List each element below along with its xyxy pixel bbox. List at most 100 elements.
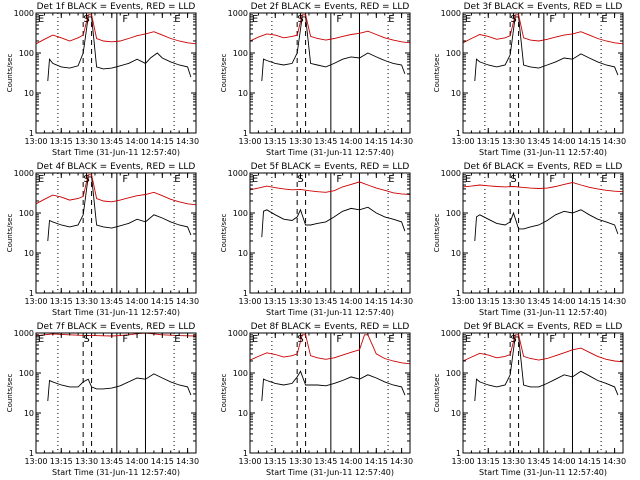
x-tick-label: 14:15: [578, 297, 601, 306]
marker-label-e: E: [38, 334, 44, 345]
x-axis-label: Start Time (31-Jun-11 12:57:40): [266, 308, 394, 317]
x-tick-label: 13:45: [527, 137, 550, 146]
plot-frame: [35, 12, 197, 134]
x-axis-label: Start Time (31-Jun-11 12:57:40): [266, 468, 394, 477]
x-tick-label: 14:30: [603, 297, 626, 306]
series-events-line: [261, 370, 406, 402]
series-lld-line: [462, 14, 624, 45]
x-tick-label: 13:30: [289, 297, 312, 306]
plot-frame: [35, 332, 197, 454]
panel-title: Det 9f BLACK = Events, RED = LLD: [464, 322, 623, 332]
panel-det-3: Det 3f BLACK = Events, RED = LLD Counts/s…: [433, 2, 626, 157]
x-tick-label: 13:15: [50, 297, 73, 306]
x-tick-label: 13:30: [75, 297, 98, 306]
series-events-line: [474, 16, 619, 82]
y-tick-label: 1: [456, 449, 461, 458]
marker-label-e: E: [252, 174, 258, 185]
x-axis-label: Start Time (31-Jun-11 12:57:40): [479, 308, 607, 317]
marker-label-s: S: [297, 334, 303, 345]
plot-frame: [462, 12, 624, 134]
marker-label-e: E: [465, 14, 471, 25]
x-tick-label: 14:00: [340, 297, 363, 306]
x-tick-label: 13:15: [477, 457, 500, 466]
marker-label-s: S: [83, 174, 89, 185]
y-tick-label: 1000: [14, 169, 34, 178]
x-tick-label: 13:00: [24, 137, 47, 146]
panel-title: Det 8f BLACK = Events, RED = LLD: [251, 322, 410, 332]
series-lld-line: [462, 334, 624, 363]
marker-label-e: E: [174, 14, 180, 25]
x-tick-label: 14:15: [151, 137, 174, 146]
y-tick-label: 1000: [441, 169, 461, 178]
y-tick-label: 100: [19, 49, 34, 58]
x-tick-label: 13:30: [289, 457, 312, 466]
panel-det-2: Det 2f BLACK = Events, RED = LLD Counts/s…: [220, 2, 413, 157]
x-tick-label: 14:30: [390, 457, 413, 466]
x-tick-label: 13:15: [50, 457, 73, 466]
series-lld-line: [462, 182, 624, 193]
marker-label-f: F: [336, 174, 342, 185]
y-tick-label: 10: [24, 249, 34, 258]
y-tick-label: 10: [451, 249, 461, 258]
plot-frame: [35, 172, 197, 294]
y-tick-label: 1000: [14, 9, 34, 18]
y-tick-label: 100: [19, 209, 34, 218]
marker-label-e: E: [601, 174, 607, 185]
y-tick-label: 10: [238, 249, 248, 258]
marker-label-e: E: [601, 334, 607, 345]
panel-det-5: Det 5f BLACK = Events, RED = LLD Counts/s…: [220, 162, 413, 317]
x-axis-label: Start Time (31-Jun-11 12:57:40): [479, 148, 607, 157]
x-tick-label: 13:15: [477, 297, 500, 306]
x-tick-label: 14:15: [365, 297, 388, 306]
marker-label-s: S: [510, 174, 516, 185]
y-tick-label: 1000: [228, 329, 248, 338]
x-tick-label: 14:30: [603, 457, 626, 466]
x-tick-label: 14:00: [340, 457, 363, 466]
y-tick-label: 1000: [228, 9, 248, 18]
panel-title: Det 2f BLACK = Events, RED = LLD: [251, 2, 410, 12]
y-tick-label: 10: [24, 89, 34, 98]
panel-title: Det 5f BLACK = Events, RED = LLD: [251, 162, 410, 172]
series-lld-line: [35, 174, 197, 206]
marker-label-s: S: [297, 174, 303, 185]
marker-label-f: F: [122, 14, 128, 25]
x-tick-label: 13:45: [527, 297, 550, 306]
marker-label-e: E: [174, 334, 180, 345]
y-tick-label: 1: [456, 129, 461, 138]
x-axis-label: Start Time (31-Jun-11 12:57:40): [52, 148, 180, 157]
x-tick-label: 14:30: [390, 137, 413, 146]
y-tick-label: 1: [29, 449, 34, 458]
x-tick-label: 13:00: [238, 297, 261, 306]
x-tick-label: 13:30: [75, 457, 98, 466]
y-axis-label: Counts/sec: [433, 54, 441, 93]
x-tick-label: 14:00: [553, 137, 576, 146]
marker-label-e: E: [38, 174, 44, 185]
x-tick-label: 13:00: [451, 457, 474, 466]
x-tick-label: 13:45: [100, 297, 123, 306]
x-tick-label: 14:00: [553, 457, 576, 466]
series-lld-line: [249, 334, 411, 365]
x-tick-label: 13:00: [238, 137, 261, 146]
marker-label-s: S: [510, 334, 516, 345]
x-tick-label: 13:00: [451, 137, 474, 146]
marker-label-s: S: [83, 14, 89, 25]
x-tick-label: 14:30: [176, 297, 199, 306]
marker-label-f: F: [336, 14, 342, 25]
y-tick-label: 1: [29, 129, 34, 138]
marker-label-f: F: [549, 14, 555, 25]
x-tick-label: 13:00: [24, 297, 47, 306]
x-tick-label: 14:00: [553, 297, 576, 306]
x-tick-label: 13:30: [502, 137, 525, 146]
x-tick-label: 14:15: [365, 457, 388, 466]
x-tick-label: 14:15: [578, 137, 601, 146]
y-tick-label: 10: [451, 409, 461, 418]
panel-det-1: Det 1f BLACK = Events, RED = LLD Counts/s…: [6, 2, 199, 157]
x-tick-label: 13:00: [24, 457, 47, 466]
panel-det-4: Det 4f BLACK = Events, RED = LLD Counts/s…: [6, 162, 199, 317]
panel-det-9: Det 9f BLACK = Events, RED = LLD Counts/s…: [433, 322, 626, 477]
marker-label-e: E: [252, 14, 258, 25]
panel-title: Det 7f BLACK = Events, RED = LLD: [37, 322, 196, 332]
x-tick-label: 13:30: [289, 137, 312, 146]
y-tick-label: 100: [233, 49, 248, 58]
y-tick-label: 1000: [228, 169, 248, 178]
